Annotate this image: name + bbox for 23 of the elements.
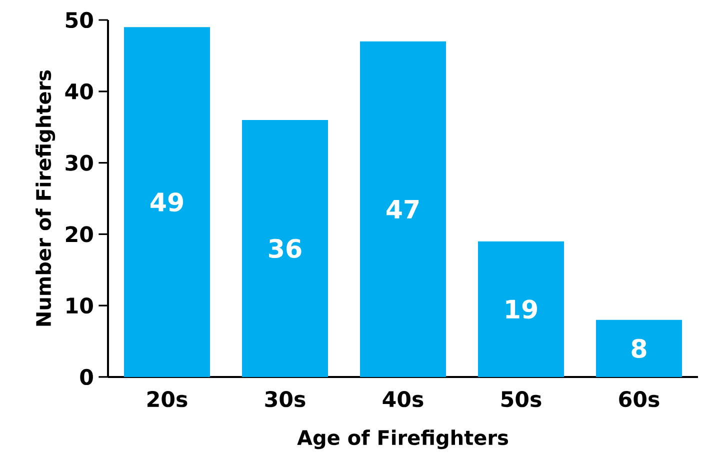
x-tick-label: 40s (382, 391, 424, 408)
x-axis-title: Age of Firefighters (297, 430, 508, 450)
y-tick-label: 0 (80, 368, 93, 386)
bar (596, 320, 682, 377)
y-tick-label: 50 (66, 12, 93, 28)
data-label: 36 (269, 238, 302, 258)
y-tick-label: 40 (65, 83, 93, 100)
bar (360, 41, 446, 377)
y-tick-label: 10 (66, 298, 93, 314)
data-label: 8 (632, 338, 646, 358)
data-label: 19 (506, 300, 538, 319)
bar (478, 241, 564, 377)
y-tick-label: 30 (66, 154, 93, 171)
data-label: 47 (386, 200, 419, 218)
y-tick-label: 20 (66, 226, 93, 242)
data-label: 49 (150, 192, 184, 212)
x-tick-label: 30s (265, 391, 306, 408)
y-axis-title: Number of Firefighters (36, 70, 56, 326)
x-tick-label: 60s (619, 391, 660, 408)
x-tick-label: 50s (501, 391, 542, 408)
bar (124, 27, 210, 377)
bar (242, 120, 328, 377)
x-tick-label: 20s (148, 391, 188, 408)
